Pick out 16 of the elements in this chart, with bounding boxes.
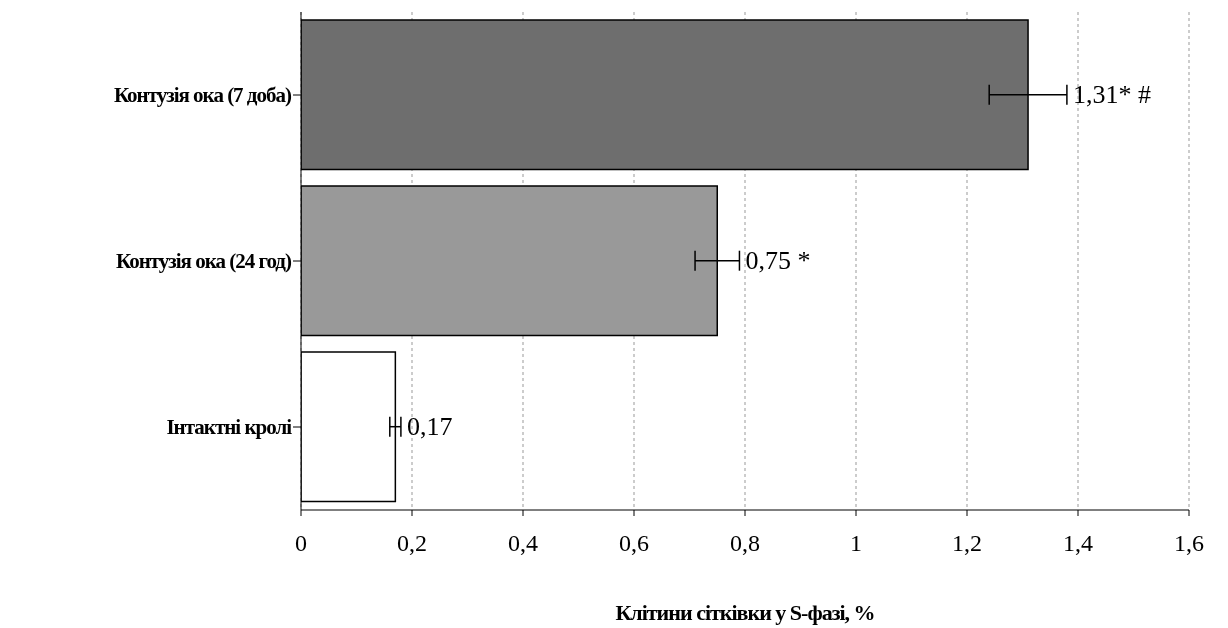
- x-tick-label: 0,2: [397, 530, 427, 557]
- data-label: 0,75 *: [745, 246, 811, 276]
- x-tick-label: 1: [850, 530, 862, 557]
- x-tick-label: 0,8: [730, 530, 760, 557]
- data-label: 0,17: [406, 412, 453, 442]
- x-tick-label: 1,4: [1063, 530, 1093, 557]
- y-tick-label: Інтактні кролі: [166, 415, 293, 440]
- data-label: 1,31* #: [1072, 80, 1151, 110]
- x-tick-label: 0,4: [508, 530, 538, 557]
- y-tick-label: Контузія ока (7 доба): [113, 83, 292, 108]
- x-tick-label: 0,6: [619, 530, 649, 557]
- x-tick-label: 0: [295, 530, 307, 557]
- x-tick-label: 1,6: [1174, 530, 1204, 557]
- x-axis-title: Клітини сітківки у S-фазі, %: [615, 600, 875, 625]
- y-tick-label: Контузія ока (24 год): [115, 249, 292, 274]
- x-tick-label: 1,2: [952, 530, 982, 557]
